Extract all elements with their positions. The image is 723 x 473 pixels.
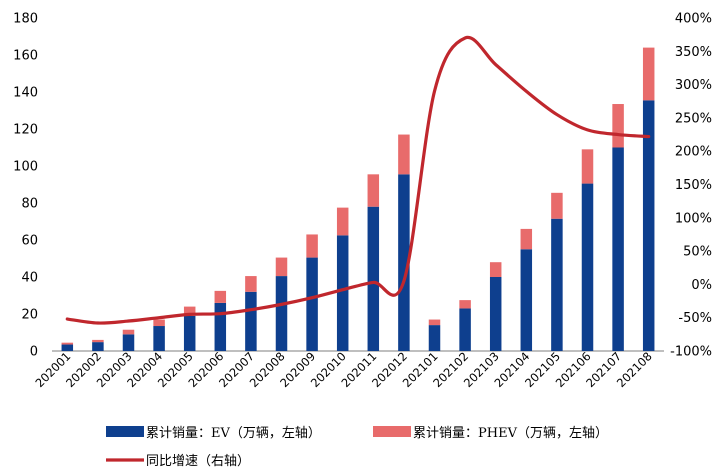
bar-phev — [489, 262, 502, 277]
left-axis-tick-label: 80 — [21, 197, 38, 212]
legend-swatch-ev — [106, 426, 144, 437]
bar-phev — [306, 234, 318, 258]
right-axis-tick-label: 50% — [683, 245, 712, 260]
legend-label-ev: 累计销量：EV（万辆，左轴） — [146, 426, 321, 441]
bar-phev — [275, 257, 288, 277]
bar-phev — [428, 319, 441, 326]
bar-ev — [428, 325, 441, 351]
bar-ev — [459, 308, 471, 351]
legend: 累计销量：EV（万辆，左轴） 累计销量：PHEV（万辆，左轴） 同比增速（右轴） — [106, 426, 608, 469]
bar-phev — [153, 319, 165, 327]
left-axis-tick-label: 140 — [13, 86, 38, 101]
bar-ev — [642, 100, 655, 351]
bar-phev — [459, 300, 471, 309]
legend-swatch-phev — [373, 426, 411, 437]
legend-label-yoy: 同比增速（右轴） — [146, 454, 250, 469]
right-axis-tick-label: 400% — [675, 12, 712, 27]
bar-ev — [183, 315, 196, 351]
bar-phev — [520, 228, 533, 250]
bar-phev — [122, 329, 135, 335]
bar-ev — [153, 326, 165, 351]
left-axis-tick-label: 120 — [13, 123, 38, 138]
bar-ev — [398, 174, 410, 351]
bar-ev — [581, 183, 594, 351]
left-axis-tick-label: 100 — [13, 160, 38, 175]
bar-ev — [367, 206, 380, 351]
right-axis-tick-label: 150% — [675, 178, 712, 193]
right-axis-tick-label: 0% — [691, 278, 712, 293]
bar-ev — [61, 344, 74, 351]
right-axis-tick-label: 350% — [675, 45, 712, 60]
left-axis-tick-label: 180 — [13, 12, 38, 27]
bar-phev — [612, 104, 624, 148]
right-axis-tick-label: 200% — [675, 145, 712, 160]
bar-ev — [92, 342, 104, 351]
left-axis-tick-labels: 0 20 40 60 80 100 120 140 160 180 — [13, 12, 38, 360]
bar-phev — [183, 306, 196, 316]
right-axis-tick-label: 300% — [675, 78, 712, 93]
right-axis-tick-labels: -100% -50% 0% 50% 100% 150% 200% 250% 300% 350% 40… — [670, 12, 712, 360]
bar-phev — [61, 342, 74, 345]
bar-ev — [245, 291, 257, 351]
yoy-growth-line — [65, 35, 651, 325]
right-axis-tick-label: -100% — [670, 345, 712, 360]
bar-phev — [245, 276, 257, 292]
right-axis-tick-label: -50% — [678, 311, 712, 326]
bar-phev — [214, 290, 227, 303]
bar-phev — [398, 134, 410, 175]
left-axis-tick-label: 0 — [30, 345, 38, 360]
bar-phev — [92, 339, 104, 343]
left-axis-tick-label: 20 — [21, 308, 38, 323]
bar-phev — [336, 207, 349, 236]
bar-ev — [214, 302, 227, 351]
bars — [61, 47, 655, 351]
bar-phev — [367, 174, 380, 207]
bar-ev — [489, 277, 502, 351]
bar-ev — [122, 334, 135, 351]
bar-phev — [581, 149, 594, 184]
bar-ev — [275, 276, 288, 351]
bar-ev — [306, 257, 318, 351]
bar-ev — [612, 147, 624, 351]
left-axis-tick-label: 60 — [21, 234, 38, 249]
bar-ev — [520, 249, 533, 351]
bar-phev — [551, 192, 563, 219]
right-axis-tick-label: 100% — [675, 211, 712, 226]
left-axis-tick-label: 40 — [21, 271, 38, 286]
legend-label-phev: 累计销量：PHEV（万辆，左轴） — [413, 426, 608, 441]
bar-phev — [642, 47, 655, 101]
bar-ev — [336, 235, 349, 351]
x-axis-tick-labels: 2020012020022020032020042020052020062020… — [32, 349, 654, 390]
bar-ev — [551, 218, 563, 351]
right-axis-tick-label: 250% — [675, 111, 712, 126]
left-axis-tick-label: 160 — [13, 49, 38, 64]
